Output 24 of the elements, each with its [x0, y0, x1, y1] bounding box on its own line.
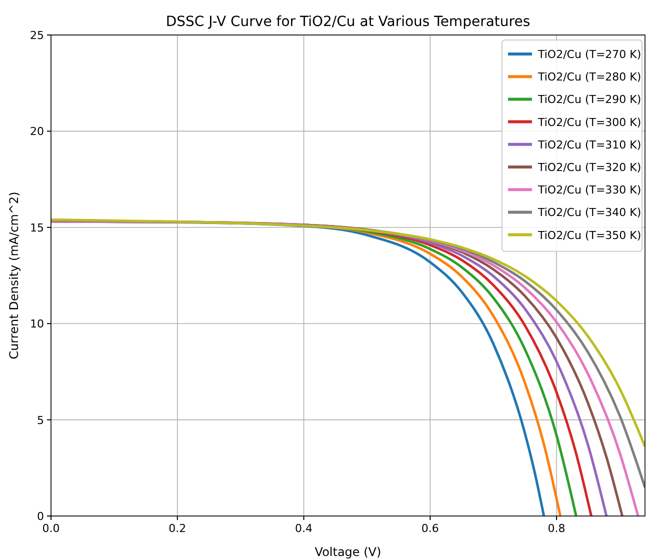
legend-label: TiO2/Cu (T=290 K)	[537, 93, 642, 106]
x-tick-label: 0.2	[168, 522, 186, 535]
legend-label: TiO2/Cu (T=320 K)	[537, 161, 642, 174]
y-tick-label: 10	[30, 318, 44, 331]
y-axis-title: Current Density (mA/cm^2)	[7, 192, 21, 360]
chart-title: DSSC J-V Curve for TiO2/Cu at Various Temperatures	[166, 14, 530, 30]
legend-label: TiO2/Cu (T=280 K)	[537, 70, 642, 84]
legend-label: TiO2/Cu (T=300 K)	[537, 116, 642, 129]
legend-label: TiO2/Cu (T=350 K)	[537, 228, 642, 242]
x-tick-label: 0.6	[421, 522, 439, 535]
y-tick-label: 25	[30, 29, 44, 42]
y-tick-label: 0	[37, 510, 44, 523]
x-tick-label: 0.0	[42, 522, 60, 535]
y-tick-label: 20	[30, 125, 44, 138]
legend-label: TiO2/Cu (T=340 K)	[537, 206, 642, 220]
x-axis-title: Voltage (V)	[314, 545, 382, 559]
y-tick-label: 15	[30, 221, 44, 234]
line-series	[51, 218, 645, 448]
x-tick-label: 0.8	[548, 522, 566, 535]
legend-label: TiO2/Cu (T=310 K)	[537, 138, 642, 152]
legend-label: TiO2/Cu (T=330 K)	[537, 184, 642, 197]
legend-label: TiO2/Cu (T=270 K)	[537, 48, 642, 61]
y-tick-label: 5	[37, 414, 44, 427]
x-tick-label: 0.4	[295, 522, 313, 535]
